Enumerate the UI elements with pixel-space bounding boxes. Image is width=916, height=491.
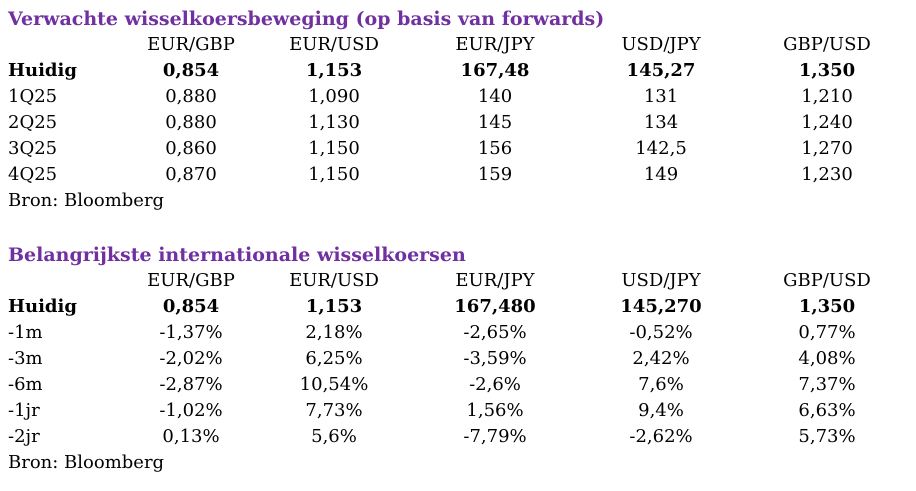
row-label: 1Q25 — [8, 86, 58, 107]
forwards-section: Verwachte wisselkoersbeweging (op basis … — [8, 6, 908, 214]
value-cell: 6,25% — [305, 348, 363, 369]
value-cell: 159 — [477, 164, 513, 185]
value-cell: 156 — [477, 138, 513, 159]
value-cell: 167,48 — [460, 60, 530, 81]
forwards-title: Verwachte wisselkoersbeweging (op basis … — [8, 8, 605, 30]
table-row: 3Q25 0,860 1,150 156 142,5 1,270 — [8, 136, 908, 162]
table-row: -1m -1,37% 2,18% -2,65% -0,52% 0,77% — [8, 320, 908, 346]
header-cell: GBP/USD — [783, 270, 871, 291]
value-cell: -7,79% — [463, 426, 527, 447]
value-cell: 1,210 — [801, 86, 853, 107]
value-cell: 7,73% — [305, 400, 363, 421]
value-cell: 7,37% — [798, 374, 856, 395]
value-cell: 145,27 — [626, 60, 696, 81]
value-cell: 1,153 — [305, 296, 363, 317]
row-label: -2jr — [8, 426, 40, 447]
value-cell: 149 — [643, 164, 679, 185]
value-cell: 140 — [477, 86, 513, 107]
value-cell: -2,65% — [463, 322, 527, 343]
value-cell: 10,54% — [299, 374, 369, 395]
value-cell: 1,56% — [466, 400, 524, 421]
value-cell: -0,52% — [629, 322, 693, 343]
header-cell: EUR/GBP — [147, 270, 235, 291]
value-cell: 0,870 — [165, 164, 217, 185]
header-cell — [8, 268, 128, 294]
header-cell: USD/JPY — [621, 270, 701, 291]
value-cell: 5,73% — [798, 426, 856, 447]
source-note: Bron: Bloomberg — [8, 452, 165, 473]
value-cell: 1,130 — [308, 112, 360, 133]
value-cell: 167,480 — [454, 296, 536, 317]
header-cell: USD/JPY — [621, 34, 701, 55]
value-cell: 1,350 — [798, 296, 856, 317]
source-note: Bron: Bloomberg — [8, 190, 165, 211]
value-cell: -2,62% — [629, 426, 693, 447]
value-cell: -2,02% — [159, 348, 223, 369]
value-cell: 0,77% — [798, 322, 856, 343]
value-cell: -3,59% — [463, 348, 527, 369]
value-cell: -2,6% — [469, 374, 521, 395]
value-cell: 0,854 — [162, 296, 220, 317]
table-row: -2jr 0,13% 5,6% -7,79% -2,62% 5,73% — [8, 424, 908, 450]
forwards-header-row: EUR/GBP EUR/USD EUR/JPY USD/JPY GBP/USD — [8, 32, 908, 58]
table-row: -1jr -1,02% 7,73% 1,56% 9,4% 6,63% — [8, 398, 908, 424]
value-cell: 0,860 — [165, 138, 217, 159]
row-label: 2Q25 — [8, 112, 58, 133]
header-cell: EUR/USD — [289, 270, 379, 291]
table-row: -3m -2,02% 6,25% -3,59% 2,42% 4,08% — [8, 346, 908, 372]
value-cell: 1,270 — [801, 138, 853, 159]
value-cell: 0,13% — [162, 426, 220, 447]
header-cell: GBP/USD — [783, 34, 871, 55]
row-label: -6m — [8, 374, 43, 395]
table-row: -6m -2,87% 10,54% -2,6% 7,6% 7,37% — [8, 372, 908, 398]
value-cell: 4,08% — [798, 348, 856, 369]
forwards-table: EUR/GBP EUR/USD EUR/JPY USD/JPY GBP/USD … — [8, 32, 908, 188]
value-cell: 145 — [477, 112, 513, 133]
value-cell: -1,02% — [159, 400, 223, 421]
header-cell: EUR/USD — [289, 34, 379, 55]
value-cell: 7,6% — [638, 374, 684, 395]
row-label: 4Q25 — [8, 164, 58, 185]
international-title: Belangrijkste internationale wisselkoers… — [8, 244, 466, 266]
header-cell: EUR/JPY — [455, 270, 535, 291]
value-cell: 0,880 — [165, 112, 217, 133]
value-cell: 1,240 — [801, 112, 853, 133]
value-cell: 6,63% — [798, 400, 856, 421]
value-cell: 1,350 — [798, 60, 856, 81]
header-cell — [8, 32, 128, 58]
value-cell: 1,090 — [308, 86, 360, 107]
header-cell: EUR/JPY — [455, 34, 535, 55]
row-label: -3m — [8, 348, 43, 369]
row-label: -1jr — [8, 400, 40, 421]
value-cell: 1,230 — [801, 164, 853, 185]
header-cell: EUR/GBP — [147, 34, 235, 55]
international-header-row: EUR/GBP EUR/USD EUR/JPY USD/JPY GBP/USD — [8, 268, 908, 294]
value-cell: 0,854 — [162, 60, 220, 81]
table-row: 2Q25 0,880 1,130 145 134 1,240 — [8, 110, 908, 136]
value-cell: 1,150 — [308, 164, 360, 185]
international-section: Belangrijkste internationale wisselkoers… — [8, 242, 908, 476]
row-label: Huidig — [8, 296, 77, 317]
value-cell: -2,87% — [159, 374, 223, 395]
value-cell: 9,4% — [638, 400, 684, 421]
table-row: 1Q25 0,880 1,090 140 131 1,210 — [8, 84, 908, 110]
value-cell: 2,42% — [632, 348, 690, 369]
row-label: -1m — [8, 322, 43, 343]
value-cell: 145,270 — [620, 296, 702, 317]
value-cell: 131 — [643, 86, 679, 107]
value-cell: 5,6% — [311, 426, 357, 447]
value-cell: 2,18% — [305, 322, 363, 343]
value-cell: -1,37% — [159, 322, 223, 343]
table-row: Huidig 0,854 1,153 167,480 145,270 1,350 — [8, 294, 908, 320]
value-cell: 1,153 — [305, 60, 363, 81]
value-cell: 134 — [643, 112, 679, 133]
row-label: 3Q25 — [8, 138, 58, 159]
value-cell: 0,880 — [165, 86, 217, 107]
value-cell: 1,150 — [308, 138, 360, 159]
value-cell: 142,5 — [635, 138, 687, 159]
table-row: 4Q25 0,870 1,150 159 149 1,230 — [8, 162, 908, 188]
table-row: Huidig 0,854 1,153 167,48 145,27 1,350 — [8, 58, 908, 84]
international-table: EUR/GBP EUR/USD EUR/JPY USD/JPY GBP/USD … — [8, 268, 908, 450]
row-label: Huidig — [8, 60, 77, 81]
